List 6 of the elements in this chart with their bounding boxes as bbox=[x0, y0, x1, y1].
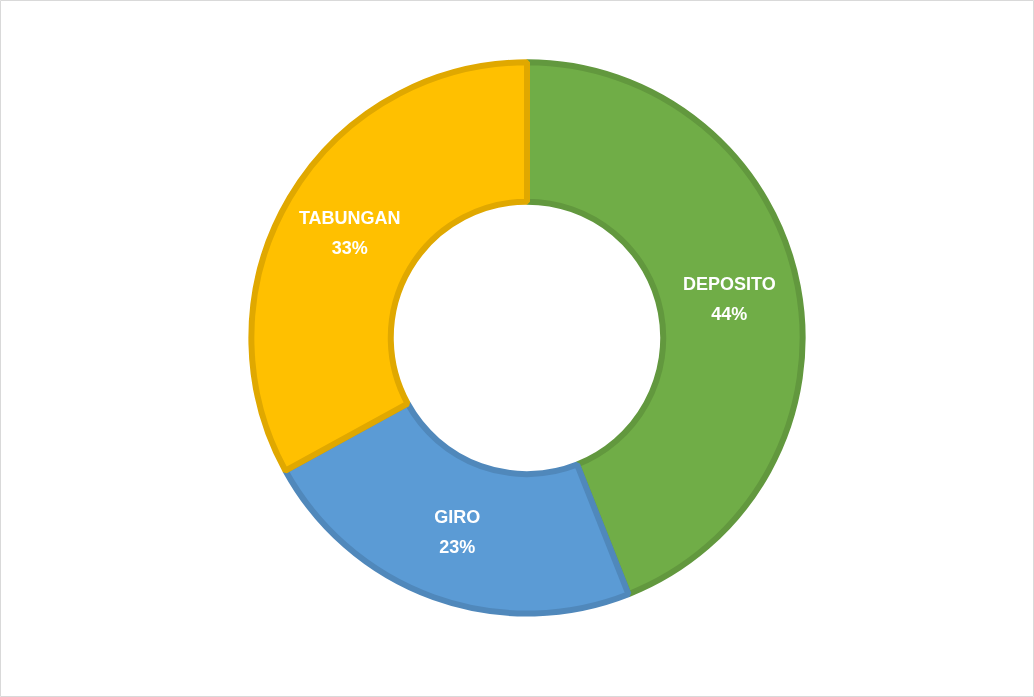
data-label: 23% bbox=[439, 536, 476, 557]
slice-label: TABUNGAN bbox=[298, 208, 401, 229]
slice-label: DEPOSITO bbox=[682, 274, 776, 295]
slice-label: GIRO bbox=[434, 506, 481, 527]
data-label: 33% bbox=[331, 238, 368, 259]
data-label: 44% bbox=[711, 304, 748, 325]
